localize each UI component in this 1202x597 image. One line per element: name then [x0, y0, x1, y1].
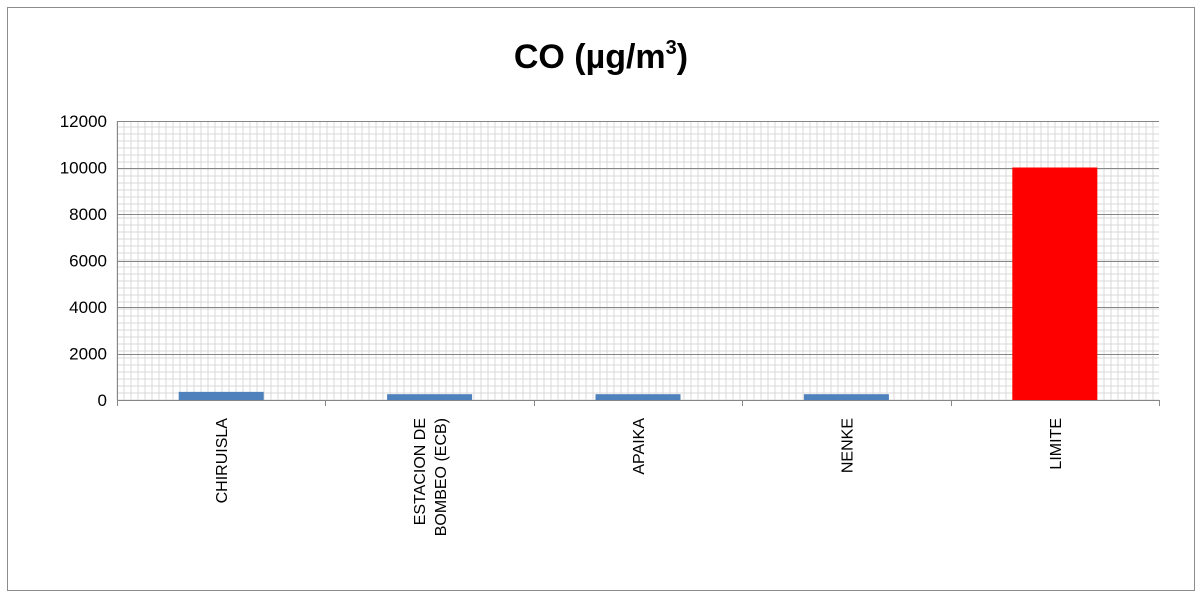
chart-title: CO (µg/m3) [513, 36, 689, 76]
bar [1012, 167, 1098, 400]
x-category-label: NENKE [839, 418, 856, 473]
x-category-label: CHIRUISLA [214, 418, 231, 504]
bar [595, 394, 681, 400]
y-tick-label: 0 [98, 391, 107, 410]
bar [803, 394, 889, 400]
y-tick-label: 6000 [69, 252, 107, 271]
x-category-label: LIMITE [1048, 418, 1065, 470]
x-category-label: APAIKA [631, 418, 648, 475]
y-tick-label: 2000 [69, 345, 107, 364]
y-tick-label: 12000 [60, 112, 107, 131]
x-category-label: ESTACION DE [412, 418, 429, 525]
y-tick-label: 4000 [69, 298, 107, 317]
y-tick-label: 10000 [60, 159, 107, 178]
bar [387, 394, 473, 400]
bar [178, 391, 264, 400]
y-tick-label: 8000 [69, 205, 107, 224]
x-category-label: BOMBEO (ECB) [433, 418, 450, 536]
